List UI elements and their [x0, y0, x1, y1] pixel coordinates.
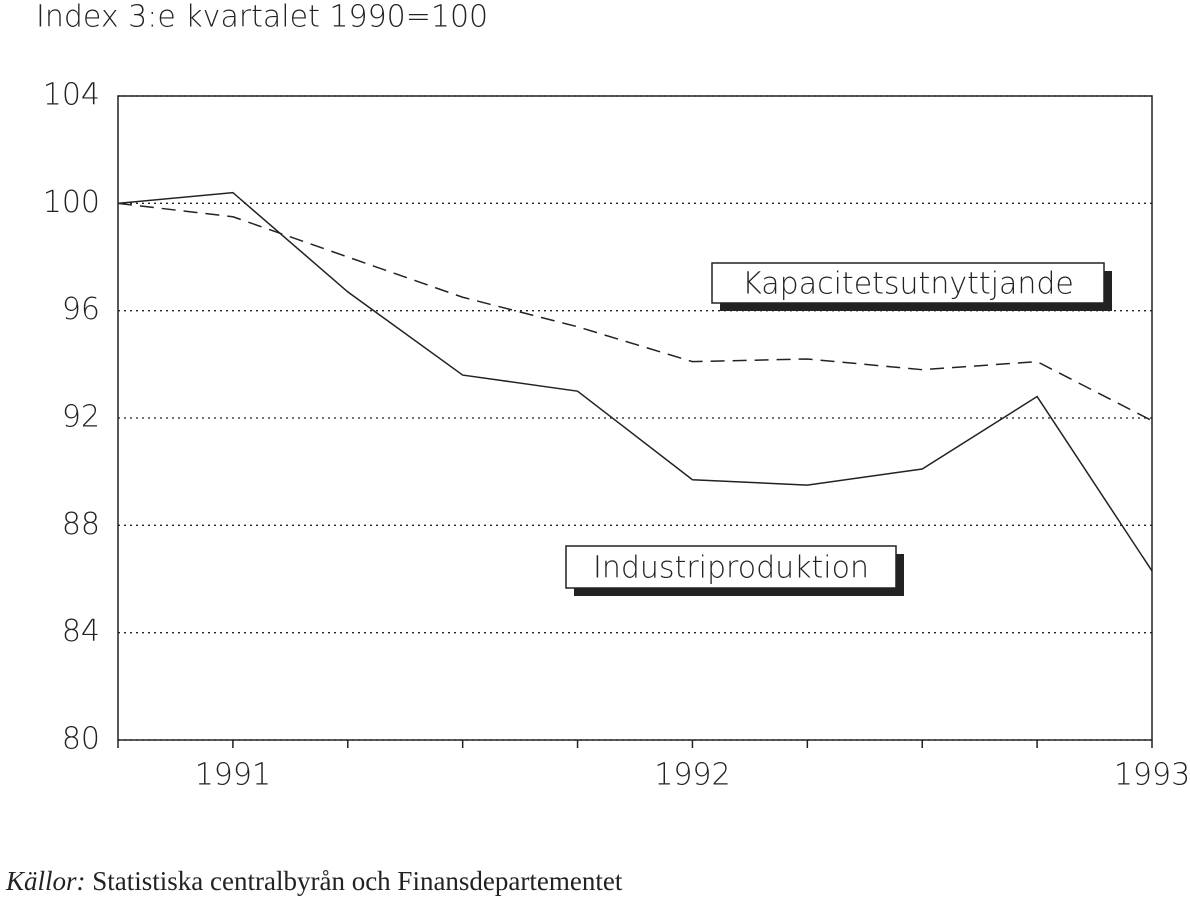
line-series — [117, 202, 1153, 422]
x-tick-label: 1991 — [195, 758, 271, 793]
legend-label: Kapacitetsutnyttjande — [742, 267, 1074, 302]
x-tick-label: 1992 — [654, 758, 730, 793]
chart-title: Index 3:e kvartalet 1990=100 — [36, 0, 488, 35]
line-series — [117, 191, 1153, 572]
y-tick-label: 100 — [43, 185, 100, 220]
x-tick-label: 1993 — [1114, 758, 1190, 793]
y-tick-label: 88 — [62, 507, 100, 542]
y-tick-label: 104 — [43, 78, 100, 113]
footer-text: Statistiska centralbyrån och Finansdepar… — [92, 866, 623, 896]
y-tick-label: 92 — [62, 400, 100, 435]
footer-label: Källor: — [5, 866, 86, 896]
label-box — [711, 262, 1105, 304]
label-box — [565, 545, 897, 589]
y-tick-label: 96 — [62, 292, 100, 327]
footer: Källor: Statistiska centralbyrån och Fin… — [5, 866, 623, 896]
legend-label: Industriproduktion — [593, 551, 869, 586]
y-tick-label: 80 — [62, 722, 100, 757]
y-tick-label: 84 — [62, 614, 100, 649]
